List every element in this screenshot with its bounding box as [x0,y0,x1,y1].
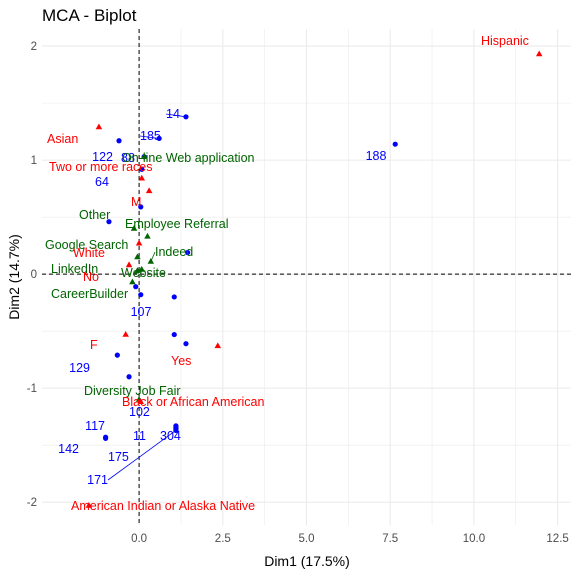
individual-point [139,166,145,172]
demographic-category-label: F [90,338,98,352]
individual-label: 64 [95,175,109,189]
individual-point [156,135,162,142]
source-category-point [138,265,146,272]
individual-point [116,138,122,144]
chart-title: MCA - Biplot [42,6,137,25]
y-axis-label: Dim2 (14.7%) [6,234,22,320]
x-axis-label: Dim1 (17.5%) [264,553,350,569]
source-category-label: On-line Web application [122,151,255,165]
source-category-label: Other [79,208,110,222]
demographic-category-point [122,330,129,337]
demographic-category-point [138,174,146,181]
individual-point [138,204,144,210]
individual-label: 185 [140,129,161,143]
demographic-category-point [137,398,145,405]
x-tick-label: 5.0 [299,533,315,545]
source-category-label: Google Search [45,238,128,252]
individual-label: 14 [166,107,180,121]
individual-connector [139,135,160,139]
demographic-category-label: Hispanic [481,34,529,48]
x-tick-label: 12.5 [546,533,568,545]
source-category-point [140,153,148,159]
demographic-category-label: Asian [47,132,78,146]
source-category-point [130,224,138,231]
demographic-category-point [95,123,103,130]
demographic-category-point [214,342,222,349]
y-tick-label: 2 [31,41,37,53]
demographic-category-label: Two or more races [49,160,153,174]
individual-label: 107 [131,305,152,319]
individual-point [173,427,179,433]
individual-point [114,352,120,358]
individual-label: 122 [92,150,113,164]
individual-label: 117 [85,419,105,433]
individual-label: 188 [366,149,387,163]
source-category-label: LinkedIn [51,262,98,276]
individual-label: 88 [121,151,135,165]
demographic-category-label: No [83,270,99,284]
individual-point [103,435,109,441]
source-category-point [147,258,155,264]
source-category-label: CareerBuilder [51,287,128,301]
demographic-category-point [145,187,153,194]
individual-connector [165,113,187,118]
individual-point [183,114,189,120]
x-tick-label: 2.5 [215,533,231,545]
individual-point [185,249,191,256]
reference-lines [42,29,571,525]
x-tick-label: 0.0 [131,533,147,545]
y-tick-label: 0 [31,269,37,281]
individual-point [126,374,132,380]
demographic-category-point [135,239,143,246]
y-tick-label: -1 [27,383,37,395]
source-category-label: Employee Referral [125,217,229,231]
individual-point [133,284,139,290]
individual-label: 129 [69,361,90,375]
chart-point-labels: 14 185 122 88 188 64 107 129 117 142 304 11 175 102 17… [45,34,529,513]
individual-point [171,294,177,300]
demographic-category-point [85,502,93,508]
source-category-label: Indeed [155,245,193,259]
x-tick-label: 7.5 [382,533,398,545]
individual-point [106,219,112,225]
x-tick-label: 10.0 [463,533,485,545]
individual-point [392,141,398,147]
individual-label: 304 [160,429,181,443]
axis-tick-labels: 0.0 2.5 5.0 7.5 10.0 12.5 -2 -1 0 1 2 [27,41,569,545]
source-category-point [144,232,151,239]
demographic-category-label: Black or African American [122,395,264,409]
source-category-point [134,253,141,260]
source-category-point [129,278,136,285]
chart-points [85,50,543,508]
individual-label: 102 [129,405,150,419]
individual-label: 171 [87,473,108,487]
demographic-category-label: M [131,195,141,209]
individual-label: 11 [133,429,146,443]
individual-point [171,331,177,338]
individual-point [183,341,189,347]
demographic-category-label: Yes [171,354,191,368]
y-tick-label: -2 [27,497,37,509]
y-tick-label: 1 [31,155,37,167]
demographic-category-point [535,50,543,57]
demographic-category-label: American Indian or Alaska Native [71,499,255,513]
individual-point [138,292,144,298]
demographic-category-point [125,261,133,268]
source-category-label: Diversity Job Fair [84,384,181,398]
individual-label: 142 [58,442,79,456]
individual-label: 175 [108,450,129,464]
demographic-category-label: White [73,246,105,260]
individual-connector [107,430,177,481]
source-category-label: Website [121,266,166,280]
